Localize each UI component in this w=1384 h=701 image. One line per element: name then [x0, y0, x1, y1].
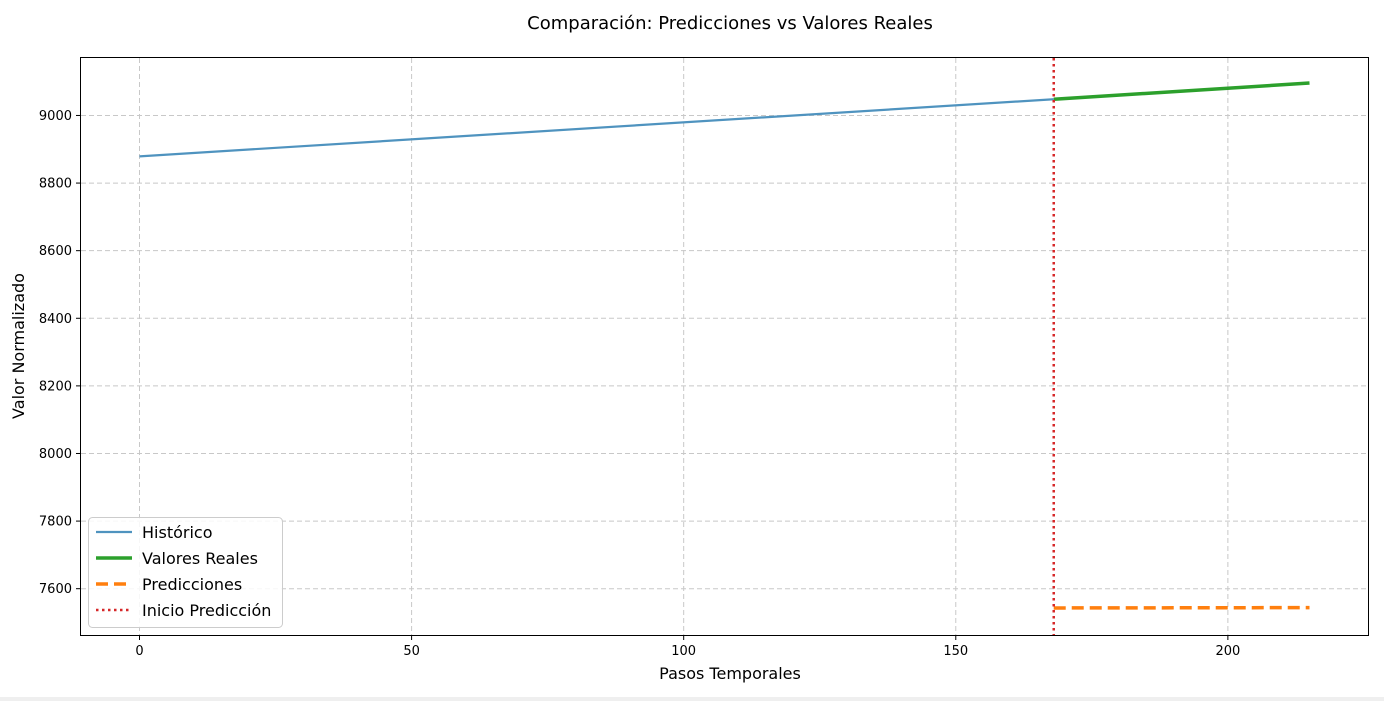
- legend: Histórico Valores Reales Predicciones Inici…: [88, 517, 283, 628]
- plot-lines: [139, 58, 1310, 635]
- y-tick-label: 7600: [39, 582, 72, 597]
- y-tick-label: 7800: [39, 515, 72, 530]
- x-tick-label: 150: [943, 644, 968, 659]
- series-line-hist-rico: [139, 98, 1054, 158]
- legend-label: Predicciones: [142, 575, 242, 594]
- x-tick-label: 0: [135, 644, 143, 659]
- x-tick-label: 100: [671, 644, 696, 659]
- x-tick-label: 200: [1215, 644, 1240, 659]
- y-tick-label: 9000: [39, 109, 72, 124]
- x-axis-label: Pasos Temporales: [659, 664, 801, 683]
- bottom-strip: [0, 697, 1384, 701]
- y-axis: 7600 7800 8000 8200 8400 8600 8800 9000: [39, 109, 81, 597]
- legend-label: Valores Reales: [142, 549, 258, 568]
- chart-title: Comparación: Predicciones vs Valores Rea…: [527, 13, 933, 34]
- legend-box: [88, 517, 283, 628]
- legend-label: Inicio Predicción: [142, 601, 271, 620]
- x-axis: 0 50 100 150 200: [135, 635, 1240, 659]
- y-tick-label: 8800: [39, 177, 72, 192]
- x-tick-label: 50: [403, 644, 420, 659]
- y-tick-label: 8200: [39, 379, 72, 394]
- plot-frame: [80, 57, 1369, 636]
- y-tick-label: 8600: [39, 244, 72, 259]
- y-axis-label: Valor Normalizado: [9, 273, 28, 419]
- grid: [81, 58, 1368, 635]
- y-tick-label: 8400: [39, 312, 72, 327]
- y-tick-label: 8000: [39, 447, 72, 462]
- legend-label: Histórico: [142, 523, 212, 542]
- series-line-valores-reales: [1053, 81, 1310, 101]
